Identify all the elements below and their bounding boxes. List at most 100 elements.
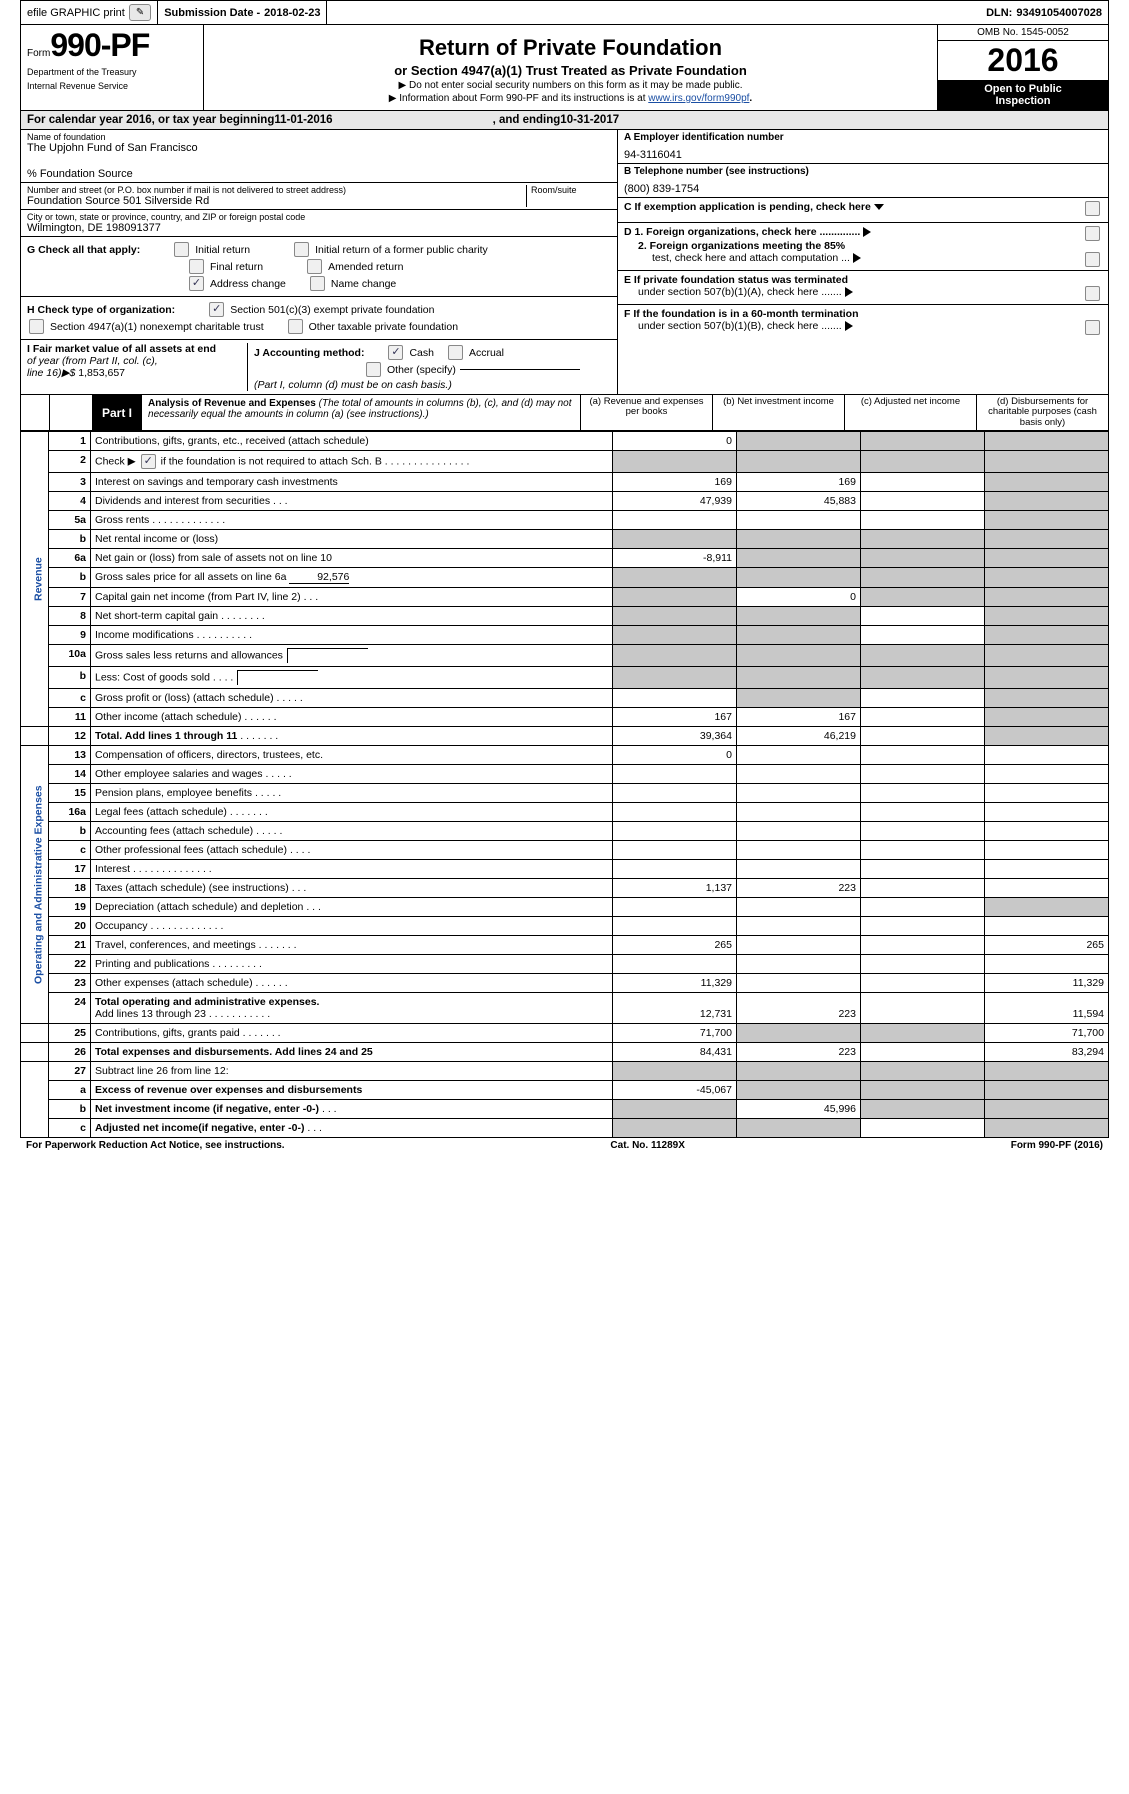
h-o1: Section 501(c)(3) exempt private foundat… [230, 304, 434, 316]
instructions-link[interactable]: www.irs.gov/form990pf [648, 93, 749, 104]
chk-501c3[interactable] [209, 302, 224, 317]
r18-a: 1,137 [613, 879, 737, 898]
row-4: 4 Dividends and interest from securities… [21, 492, 1109, 511]
r10c-n: c [49, 689, 91, 708]
r10b-d: Less: Cost of goods sold . . . . [91, 667, 613, 689]
ein-box: A Employer identification number 94-3116… [618, 130, 1108, 164]
row-24: 24 Total operating and administrative ex… [21, 993, 1109, 1024]
submission-cell: Submission Date - 2018-02-23 [158, 1, 327, 24]
j-note: (Part I, column (d) must be on cash basi… [254, 379, 611, 391]
chk-amended-return[interactable] [307, 259, 322, 274]
chk-other[interactable] [366, 362, 381, 377]
chk-accrual[interactable] [448, 345, 463, 360]
r21-c [861, 936, 985, 955]
r10c-dcol [985, 689, 1109, 708]
r19-dcol [985, 898, 1109, 917]
r15-d: Pension plans, employee benefits . . . .… [91, 784, 613, 803]
r6b-n: b [49, 568, 91, 588]
r15-a [613, 784, 737, 803]
r4-d: Dividends and interest from securities .… [91, 492, 613, 511]
chk-initial-former[interactable] [294, 242, 309, 257]
ein-label: A Employer identification number [624, 132, 784, 143]
r27b-dcol [985, 1100, 1109, 1119]
arrow-right-icon-3 [845, 287, 853, 297]
r9-d: Income modifications . . . . . . . . . . [91, 626, 613, 645]
r20-d: Occupancy . . . . . . . . . . . . . [91, 917, 613, 936]
d1-label: D 1. Foreign organizations, check here .… [624, 226, 860, 238]
r2-c [861, 451, 985, 473]
r12-d: Total. Add lines 1 through 11 . . . . . … [91, 727, 613, 746]
row-2: 2 Check ▶ if the foundation is not requi… [21, 451, 1109, 473]
chk-name-change[interactable] [310, 276, 325, 291]
chk-d2[interactable] [1085, 252, 1100, 267]
chk-address-change[interactable] [189, 276, 204, 291]
row-16c: c Other professional fees (attach schedu… [21, 841, 1109, 860]
chk-f[interactable] [1085, 320, 1100, 335]
city-label: City or town, state or province, country… [27, 212, 611, 222]
r13-d: Compensation of officers, directors, tru… [91, 746, 613, 765]
r17-dcol [985, 860, 1109, 879]
part1-lineno-spacer [50, 395, 92, 430]
city-value: Wilmington, DE 198091377 [27, 222, 611, 234]
r16b-b [737, 822, 861, 841]
footer-left: For Paperwork Reduction Act Notice, see … [26, 1140, 285, 1151]
chk-sch-b[interactable] [141, 454, 156, 469]
r7-d: Capital gain net income (from Part IV, l… [91, 588, 613, 607]
r11-a: 167 [613, 708, 737, 727]
omb-number: OMB No. 1545-0052 [938, 25, 1108, 41]
part1-label: Part I [92, 395, 142, 430]
r17-c [861, 860, 985, 879]
r24-d: Total operating and administrative expen… [91, 993, 613, 1024]
r27c-b [737, 1119, 861, 1138]
r20-a [613, 917, 737, 936]
g-o4: Amended return [328, 261, 403, 273]
r4-dcol [985, 492, 1109, 511]
r26-d: Total expenses and disbursements. Add li… [91, 1043, 613, 1062]
chk-d1[interactable] [1085, 226, 1100, 241]
chk-4947a1[interactable] [29, 319, 44, 334]
r23-dcol: 11,329 [985, 974, 1109, 993]
r27a-n: a [49, 1081, 91, 1100]
row-13: Operating and Administrative Expenses 13… [21, 746, 1109, 765]
open-line2: Inspection [995, 95, 1050, 107]
r10b-c [861, 667, 985, 689]
chk-c[interactable] [1085, 201, 1100, 216]
dln-cell: DLN: 93491054007028 [980, 1, 1108, 24]
row-16a: 16a Legal fees (attach schedule) . . . .… [21, 803, 1109, 822]
e-label: E If private foundation status was termi… [624, 274, 848, 286]
r7-dcol [985, 588, 1109, 607]
efile-print-button[interactable]: ✎ [129, 4, 151, 21]
r27-a [613, 1062, 737, 1081]
chk-cash[interactable] [388, 345, 403, 360]
r26-b: 223 [737, 1043, 861, 1062]
chk-other-taxable[interactable] [288, 319, 303, 334]
h-o3: Other taxable private foundation [309, 321, 458, 333]
r11-n: 11 [49, 708, 91, 727]
j-other: Other (specify) [387, 364, 456, 376]
chk-initial-return[interactable] [174, 242, 189, 257]
r13-b [737, 746, 861, 765]
submission-label: Submission Date - [164, 7, 260, 19]
chk-final-return[interactable] [189, 259, 204, 274]
revenue-label: Revenue [21, 432, 49, 727]
r27a-a: -45,067 [613, 1081, 737, 1100]
r10b-a [613, 667, 737, 689]
r10a-d: Gross sales less returns and allowances [91, 645, 613, 667]
section-ij: I Fair market value of all assets at end… [21, 340, 617, 394]
r27-n: 27 [49, 1062, 91, 1081]
submission-date: 2018-02-23 [264, 7, 320, 19]
chk-e[interactable] [1085, 286, 1100, 301]
r2-b [737, 451, 861, 473]
r8-b [737, 607, 861, 626]
footer: For Paperwork Reduction Act Notice, see … [20, 1138, 1109, 1153]
r7-c [861, 588, 985, 607]
r15-c [861, 784, 985, 803]
r10b-dcol [985, 667, 1109, 689]
r15-n: 15 [49, 784, 91, 803]
room-label: Room/suite [531, 185, 611, 195]
dept-treasury: Department of the Treasury [27, 68, 197, 78]
r16c-n: c [49, 841, 91, 860]
row-14: 14 Other employee salaries and wages . .… [21, 765, 1109, 784]
r6a-c [861, 549, 985, 568]
r27a-dcol [985, 1081, 1109, 1100]
